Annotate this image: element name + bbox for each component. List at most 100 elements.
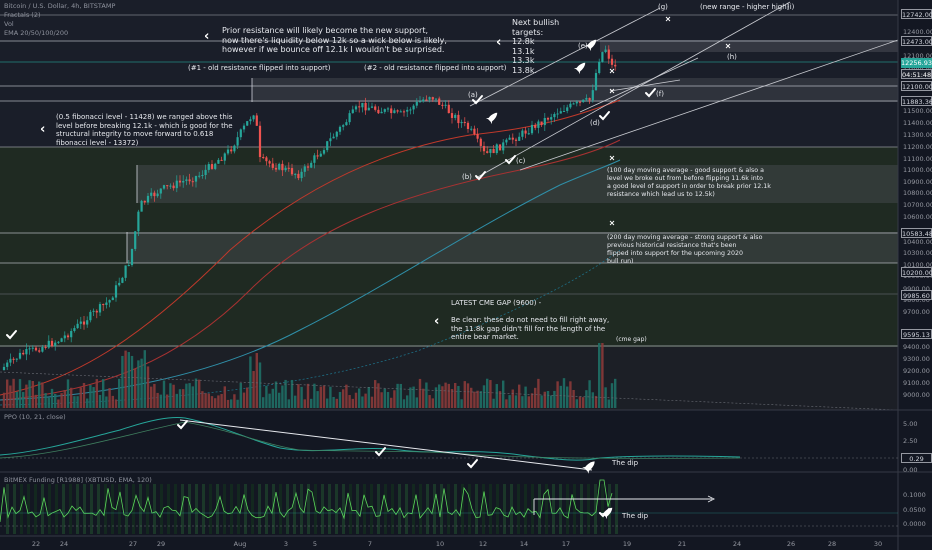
funding-band (552, 484, 555, 534)
volume-bar (607, 399, 610, 408)
volume-bar (281, 385, 284, 408)
candle-body (434, 98, 438, 100)
candle-body (34, 347, 38, 351)
volume-bar (335, 398, 338, 408)
volume-bar (502, 380, 505, 408)
point-label-c: (c) (516, 157, 526, 165)
check-icon (467, 459, 478, 469)
volume-bar (121, 355, 124, 408)
candle-body (527, 133, 530, 135)
candle-body (287, 167, 290, 169)
volume-bar (393, 390, 396, 408)
volume-bar (98, 394, 102, 408)
candle-body (326, 141, 329, 151)
funding-tick-0-1: 0.1000 (903, 491, 926, 499)
candle-body (6, 362, 9, 367)
volume-bar (546, 391, 550, 408)
chart-legend: Bitcoin / U.S. Dollar, 4h, BITSTAMP Frac… (4, 2, 115, 38)
volume-bar (374, 380, 377, 408)
price-label-11883: 11883.36 (901, 96, 932, 106)
volume-bar (130, 355, 134, 408)
volume-bar (338, 392, 342, 408)
volume-bar (303, 399, 306, 408)
time-tick: 19 (622, 540, 632, 548)
ppo-dip-label: The dip (612, 459, 639, 467)
candle-body (66, 335, 70, 338)
volume-bar (354, 392, 358, 408)
candle-body (57, 341, 60, 343)
volume-bar (534, 387, 537, 408)
old-resistance-1-note: (#1 - old resistance flipped into suppor… (188, 64, 331, 72)
candle-body (546, 118, 550, 120)
candle-body (438, 98, 441, 105)
candle-body (175, 180, 178, 189)
funding-band (601, 484, 604, 534)
funding-band (167, 484, 170, 534)
candle-body (518, 136, 521, 141)
volume-bar (582, 397, 585, 408)
channel-lower (519, 39, 899, 171)
candle-body (543, 118, 546, 126)
check-icon (6, 330, 17, 340)
candle-body (166, 185, 169, 187)
candle-body (492, 148, 495, 154)
volume-bar (412, 386, 415, 408)
candle-body (402, 111, 406, 113)
candle-body (63, 335, 66, 339)
price-label-10200: 10200.00 (901, 267, 932, 277)
ppo-divergence-line (179, 419, 593, 471)
price-tick: 11100.00 (903, 155, 932, 163)
funding-band (594, 484, 597, 534)
funding-band (272, 484, 275, 534)
candle-body (242, 125, 246, 130)
volume-bar (473, 391, 476, 408)
funding-band (111, 484, 114, 534)
funding-band (237, 484, 240, 534)
candle-body (425, 99, 428, 101)
candle-body (38, 350, 41, 352)
volume-bar (34, 394, 38, 408)
volume-bar (124, 350, 127, 408)
price-tick: 9900.00 (903, 285, 930, 293)
point-label-g: (g) (658, 3, 668, 11)
funding-band (307, 484, 310, 534)
price-tick: 10600.00 (903, 213, 932, 221)
volume-bar (492, 398, 495, 408)
price-tick: 9100.00 (903, 379, 930, 387)
rocket-body (576, 62, 586, 72)
candle-body (246, 121, 249, 126)
volume-bar (12, 378, 15, 408)
funding-band (496, 484, 499, 534)
candle-body (226, 149, 230, 154)
candle-body (489, 148, 492, 153)
ppo-tick-5: 5.00 (903, 420, 918, 428)
candle-body (335, 131, 338, 137)
funding-line (0, 479, 613, 523)
candle-body (201, 175, 204, 177)
volume-bar (114, 399, 118, 408)
volume-bar (300, 386, 303, 408)
ppo-value-label: 0.29 (901, 453, 932, 463)
funding-band (517, 484, 520, 534)
funding-band (153, 484, 156, 534)
cross-icon (609, 68, 615, 74)
volume-bar (274, 381, 278, 408)
volume-bar (47, 397, 50, 408)
volume-bars (0, 343, 899, 411)
zone-ma200 (127, 232, 898, 263)
price-tick: 9700.00 (903, 308, 930, 316)
candle-body (47, 340, 50, 348)
candle-body (25, 349, 28, 355)
price-tick: 9800.00 (903, 296, 930, 304)
candle-body (559, 111, 562, 114)
volume-bar (540, 395, 543, 408)
check-icon (505, 155, 516, 165)
volume-bar (332, 396, 335, 408)
funding-band (370, 484, 373, 534)
volume-bar (18, 379, 22, 408)
candle-body (70, 331, 73, 338)
volume-bar (210, 396, 214, 408)
candle-body (28, 348, 31, 350)
candle-body (322, 150, 326, 154)
